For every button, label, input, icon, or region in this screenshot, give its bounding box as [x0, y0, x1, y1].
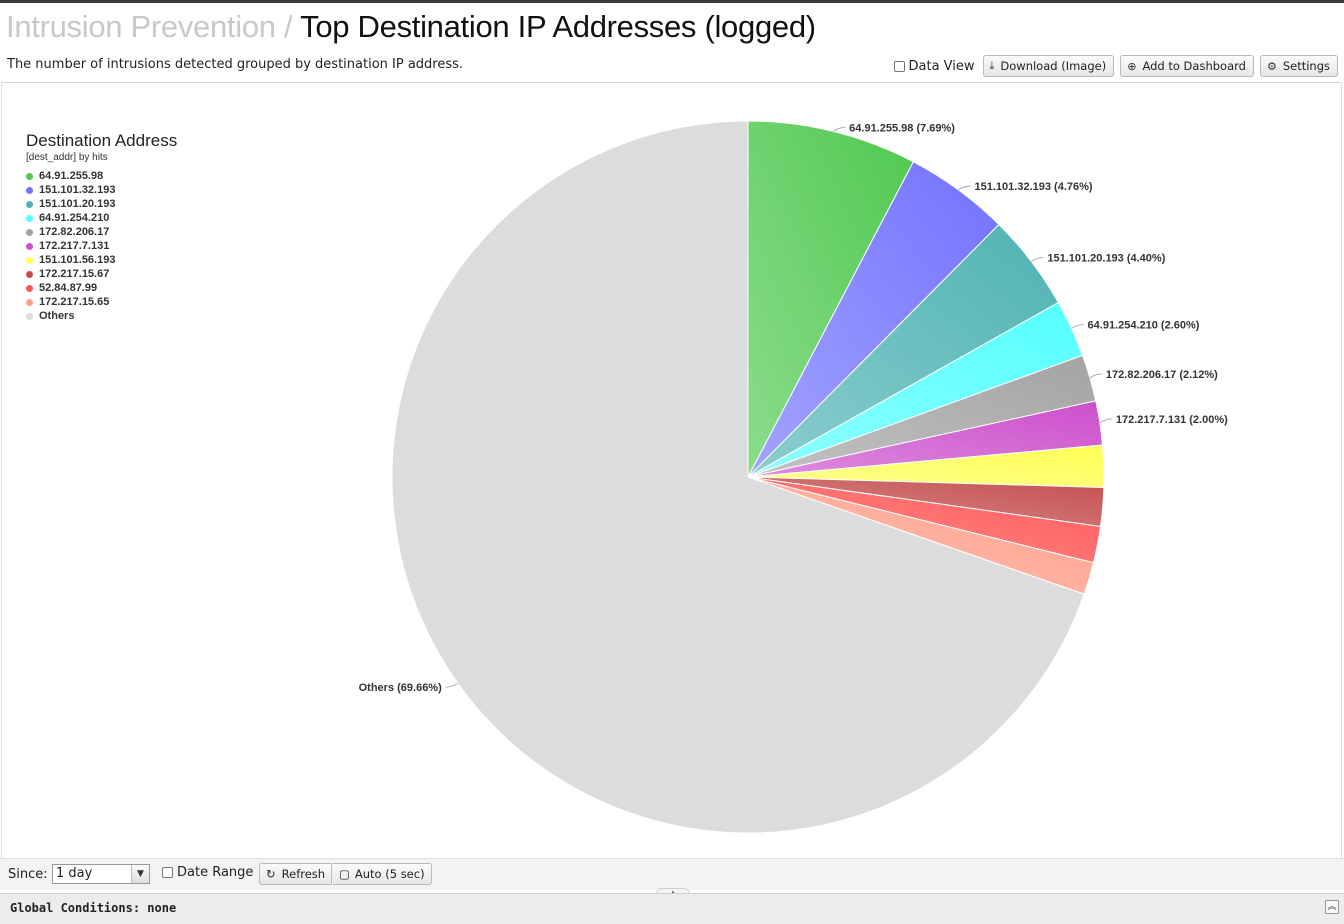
legend-label: 172.217.15.65 [39, 296, 110, 308]
legend-swatch [26, 186, 33, 194]
legend-swatch [26, 284, 33, 292]
date-range-label: Date Range [177, 865, 254, 880]
legend-swatch [26, 172, 33, 180]
auto-refresh-button[interactable]: ▢ Auto (5 sec) [333, 863, 432, 885]
chart-subtitle: [dest_addr] by hits [26, 152, 108, 163]
slice-label-connector [1099, 418, 1112, 424]
breadcrumb-intrusion-prevention[interactable]: Intrusion Prevention [6, 9, 276, 44]
time-filter-bar: Since: 1 day ▼ Date Range ↻ Refresh ▢ Au… [0, 858, 1344, 890]
global-conditions-text[interactable]: Global Conditions: none [10, 901, 177, 915]
date-range-checkbox[interactable] [162, 867, 173, 878]
legend-swatch [26, 200, 33, 208]
legend-swatch [26, 214, 33, 222]
legend-label: 172.82.206.17 [39, 226, 110, 238]
slice-label-connector [1071, 324, 1084, 329]
legend-item[interactable]: 172.217.15.67 [26, 267, 177, 281]
legend-item[interactable]: 172.82.206.17 [26, 225, 177, 239]
chart-title: Destination Address [26, 131, 178, 150]
slice-label: 151.101.20.193 (4.40%) [1047, 252, 1165, 264]
slice-label-connector [445, 682, 458, 688]
legend-item[interactable]: 151.101.56.193 [26, 253, 177, 267]
slice-label-connector [832, 126, 846, 132]
pie-slice[interactable] [747, 120, 915, 478]
report-title: Top Destination IP Addresses (logged) [300, 9, 816, 44]
legend-item[interactable]: 172.217.7.131 [26, 239, 177, 253]
legend-swatch [26, 242, 33, 250]
settings-label: Settings [1282, 59, 1330, 73]
legend-swatch [26, 228, 33, 236]
legend-label: Others [39, 310, 75, 322]
legend-item[interactable]: Others [26, 309, 177, 323]
slice-label: 64.91.255.98 (7.69%) [849, 122, 955, 134]
legend-label: 151.101.32.193 [39, 184, 116, 196]
square-icon: ▢ [339, 867, 350, 881]
refresh-icon: ↻ [266, 867, 276, 881]
legend-label: 172.217.15.67 [39, 268, 110, 280]
plus-circle-icon: ⊕ [1127, 59, 1137, 73]
chevron-down-icon[interactable]: ▼ [131, 865, 149, 883]
slice-label: 172.217.7.131 (2.00%) [1116, 414, 1228, 426]
data-view-toggle[interactable]: Data View [893, 58, 975, 74]
refresh-label: Refresh [281, 867, 326, 881]
since-select[interactable]: 1 day ▼ [52, 864, 150, 884]
legend-item[interactable]: 151.101.32.193 [26, 183, 177, 197]
legend-swatch [26, 270, 33, 278]
legend-item[interactable]: 64.91.255.98 [26, 169, 177, 183]
legend-label: 52.84.87.99 [39, 282, 98, 294]
slice-label-connector [1031, 257, 1044, 262]
legend-swatch [26, 312, 33, 320]
legend-label: 151.101.56.193 [39, 254, 116, 266]
legend-swatch [26, 298, 33, 306]
chart-legend: Destination Address [dest_addr] by hits … [26, 131, 177, 323]
report-description: The number of intrusions detected groupe… [7, 57, 464, 72]
legend-item[interactable]: 172.217.15.65 [26, 295, 177, 309]
pie-slice[interactable] [391, 120, 1085, 834]
slice-label: 151.101.32.193 (4.76%) [975, 181, 1093, 193]
page-title: Intrusion Prevention / Top Destination I… [6, 8, 816, 46]
add-to-dashboard-button[interactable]: ⊕ Add to Dashboard [1120, 55, 1254, 77]
settings-button[interactable]: ⚙ Settings [1259, 55, 1338, 77]
since-label: Since: [8, 867, 48, 882]
chart-panel: 64.91.255.98 (7.69%) 151.101.32.193 (4.76… [1, 82, 1342, 858]
data-view-label: Data View [908, 58, 975, 74]
legend-item[interactable]: 64.91.254.210 [26, 211, 177, 225]
legend-items: 64.91.255.98 151.101.32.193 151.101.20.193… [26, 169, 177, 323]
breadcrumb-separator: / [284, 9, 293, 44]
legend-label: 151.101.20.193 [39, 198, 116, 210]
legend-label: 172.217.7.131 [39, 240, 110, 252]
download-icon: ⤓ [989, 59, 995, 72]
auto-refresh-label: Auto (5 sec) [354, 867, 425, 881]
date-range-toggle[interactable]: Date Range [162, 865, 253, 880]
legend-label: 64.91.254.210 [39, 212, 110, 224]
download-image-label: Download (Image) [1000, 59, 1107, 73]
double-chevron-up-icon[interactable]: ︽ [1325, 900, 1339, 914]
since-value: 1 day [56, 866, 93, 881]
global-conditions-bar: Global Conditions: none ︽ [0, 893, 1344, 924]
download-image-button[interactable]: ⤓ Download (Image) [982, 55, 1115, 77]
data-view-checkbox[interactable] [893, 60, 905, 72]
refresh-button[interactable]: ↻ Refresh [259, 863, 333, 885]
legend-label: 64.91.255.98 [39, 170, 104, 182]
slice-label: 64.91.254.210 (2.60%) [1088, 319, 1200, 331]
gear-icon: ⚙ [1266, 59, 1277, 73]
add-to-dashboard-label: Add to Dashboard [1142, 59, 1246, 73]
slice-label: 172.82.206.17 (2.12%) [1106, 369, 1218, 381]
legend-item[interactable]: 151.101.20.193 [26, 197, 177, 211]
legend-swatch [26, 256, 33, 264]
slice-label-connector [958, 185, 971, 191]
report-toolbar: Data View ⤓ Download (Image) ⊕ Add to Da… [893, 54, 1338, 78]
slice-label: Others (69.66%) [359, 682, 442, 694]
pie-chart: 64.91.255.98 (7.69%) 151.101.32.193 (4.76… [359, 120, 1228, 834]
legend-item[interactable]: 52.84.87.99 [26, 281, 177, 295]
slice-label-connector [1089, 373, 1102, 379]
window-top-border [0, 0, 1344, 3]
